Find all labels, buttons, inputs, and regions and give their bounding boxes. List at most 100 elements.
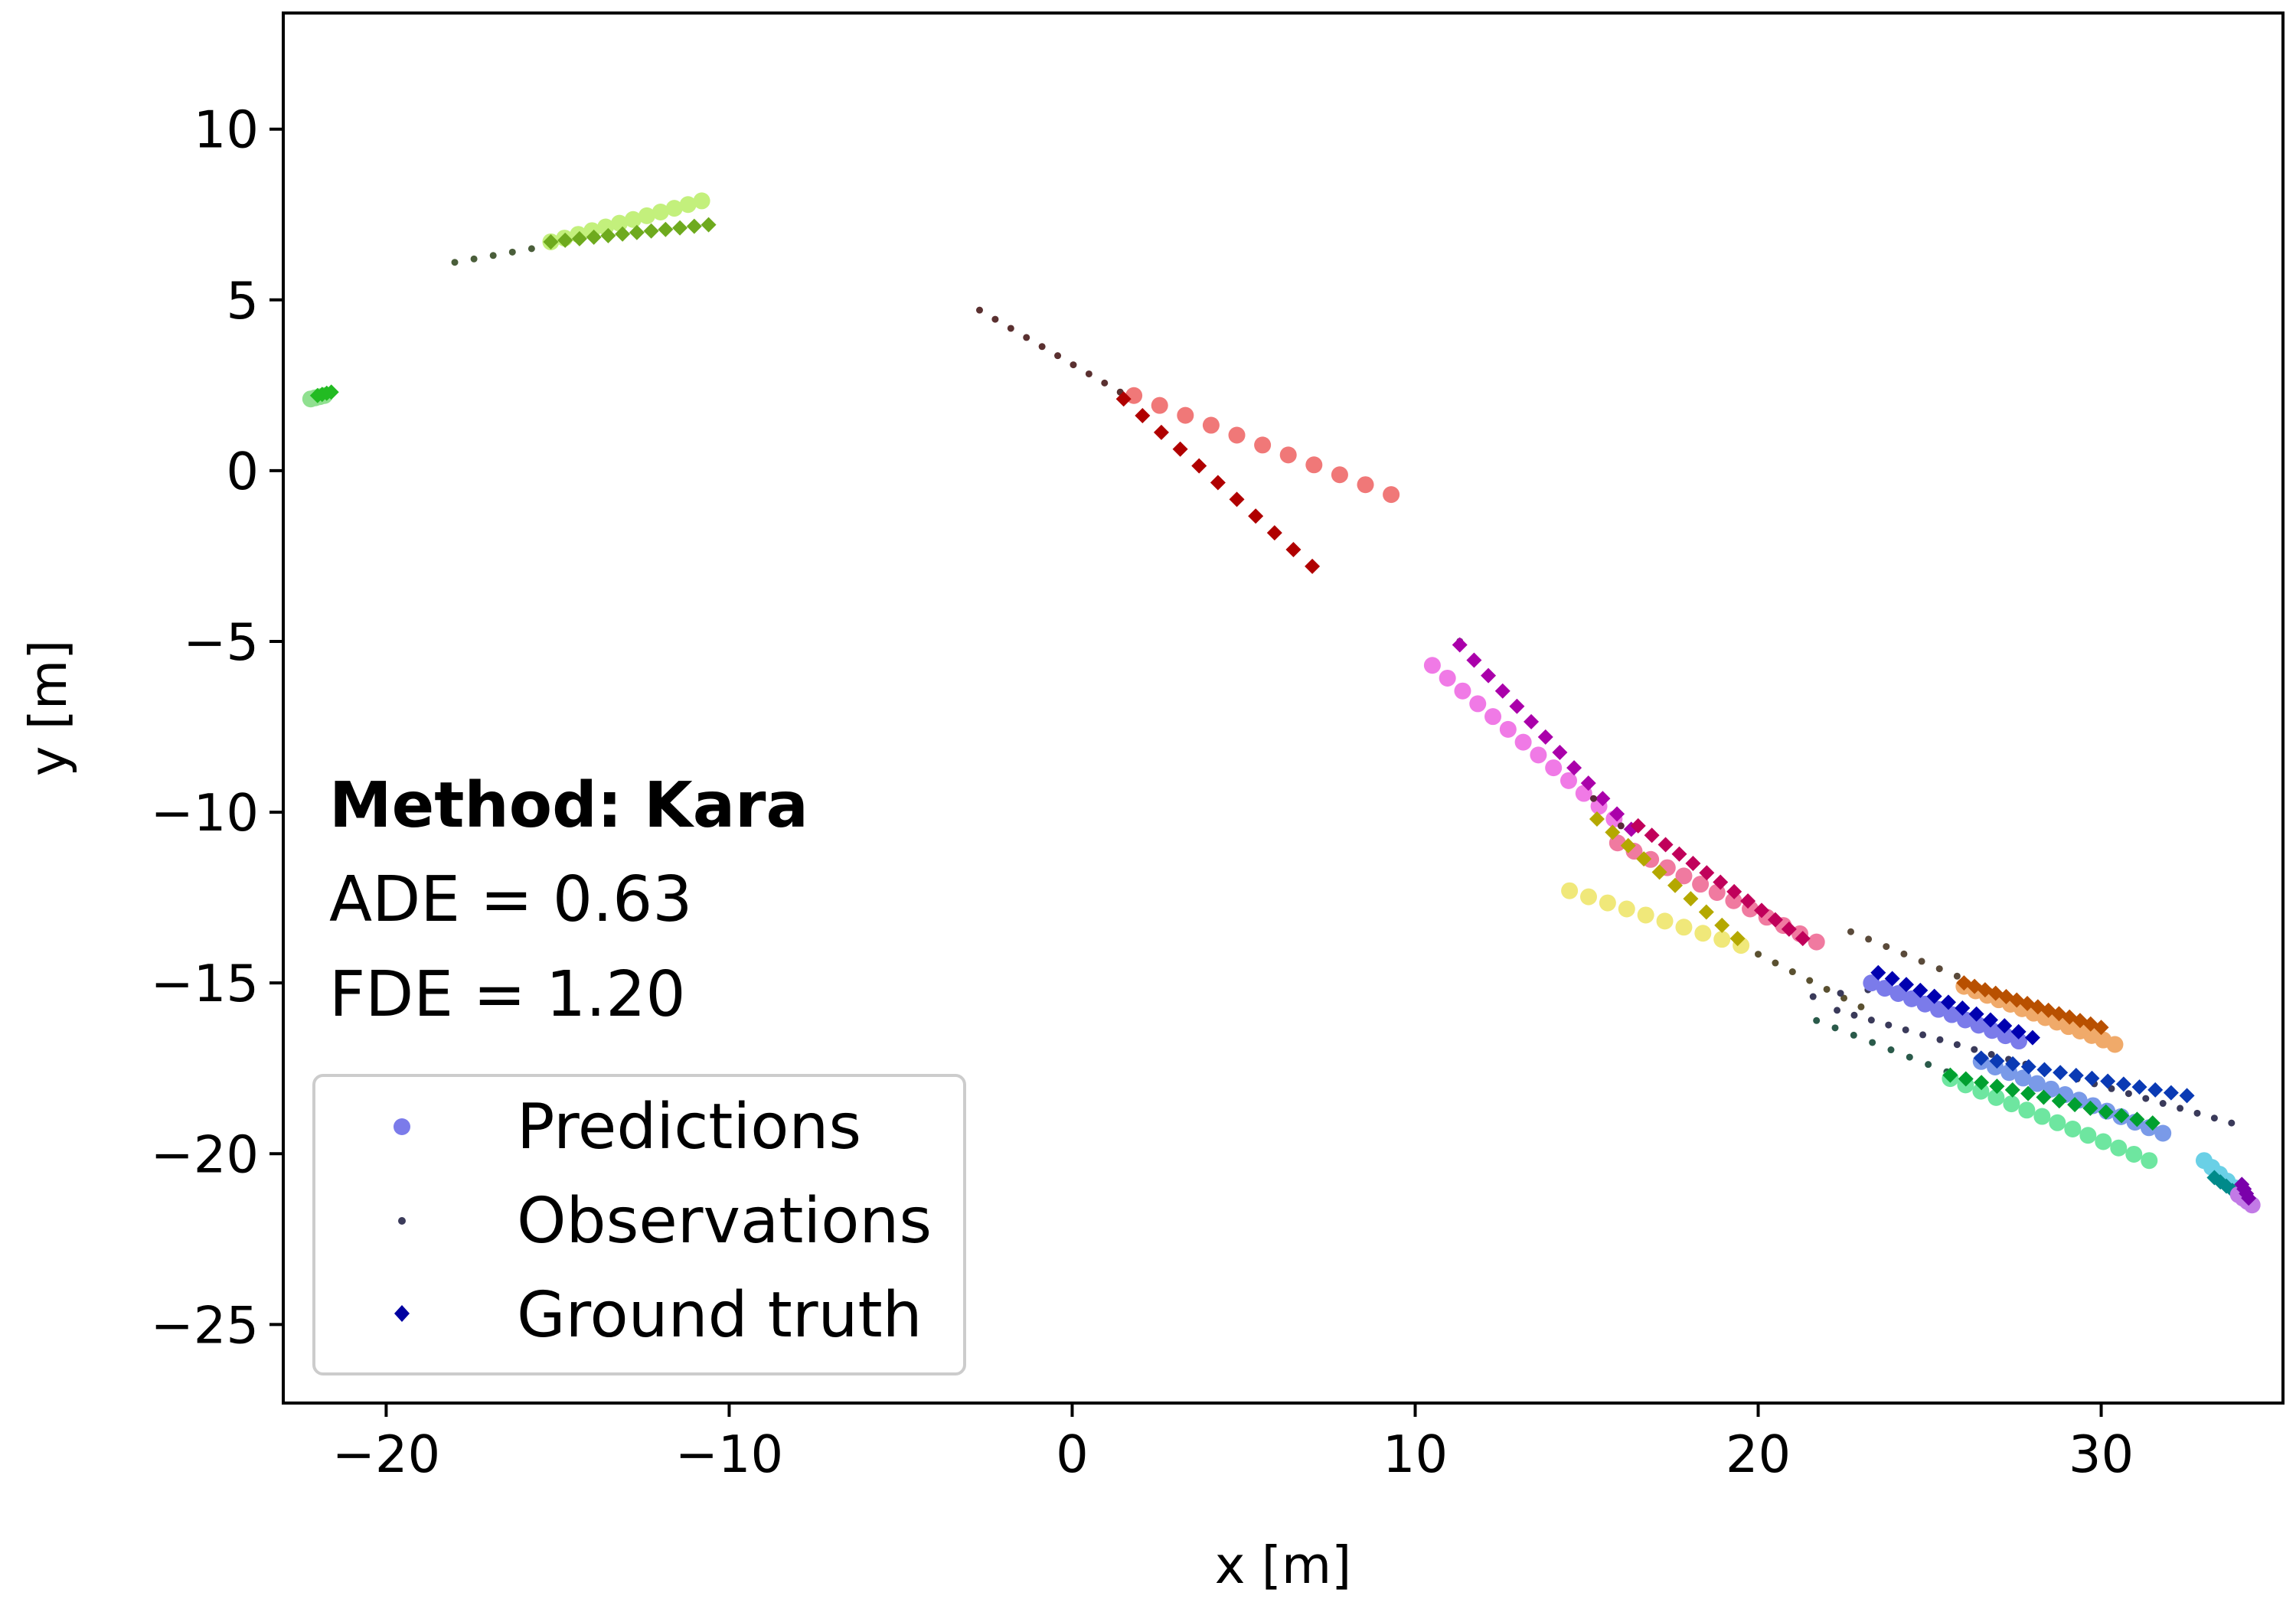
prediction-point — [611, 214, 629, 232]
observation-point — [1850, 1011, 1858, 1019]
ground-truth-point — [1974, 1075, 1990, 1091]
ground-truth-point — [1229, 491, 1245, 507]
ground-truth-point — [2067, 1097, 2083, 1113]
ground-truth-point — [1636, 851, 1652, 867]
prediction-point — [1863, 974, 1880, 992]
observation-point — [1887, 1046, 1895, 1054]
observation-point — [1900, 950, 1908, 958]
ground-truth-point — [2131, 1079, 2147, 1095]
y-tick-label: −15 — [151, 954, 259, 1013]
ground-truth-point — [2010, 1023, 2027, 1039]
y-axis-label: y [m] — [18, 640, 78, 777]
ground-truth-point — [2004, 1082, 2020, 1098]
ground-truth-point — [1595, 791, 1611, 807]
prediction-point — [1279, 446, 1297, 464]
ground-truth-point — [2084, 1070, 2100, 1086]
ground-truth-point — [1753, 902, 1769, 919]
observation-point — [1755, 951, 1762, 958]
observation-point — [1847, 928, 1854, 935]
ground-truth-point — [1210, 475, 1226, 491]
observation-point — [1834, 1007, 1841, 1014]
prediction-point — [1254, 436, 1272, 454]
ground-truth-point — [1466, 652, 1482, 668]
x-tick-label: −10 — [675, 1424, 783, 1484]
ground-truth-point — [1667, 877, 1683, 893]
ground-truth-point — [1940, 994, 1956, 1010]
ground-truth-point — [1552, 745, 1568, 761]
ground-truth-point — [1767, 912, 1783, 928]
observation-point — [1850, 1031, 1857, 1039]
ground-truth-point — [2053, 1065, 2069, 1081]
observation-point — [991, 315, 999, 323]
legend: Predictions Observations Ground truth — [312, 1074, 966, 1375]
plot-marks — [302, 192, 2261, 1214]
ground-truth-point — [1537, 729, 1553, 745]
ground-truth-point — [1713, 874, 1729, 890]
trajectory-agent-crimson — [1589, 795, 1825, 951]
observation-point — [2125, 1090, 2132, 1098]
observation-point — [1953, 972, 1961, 980]
ground-truth-point — [2093, 1020, 2109, 1036]
prediction-point — [1514, 733, 1532, 751]
ground-truth-point — [1898, 977, 1914, 993]
ground-truth-point — [1524, 713, 1540, 729]
x-tick-label: 20 — [1726, 1424, 1791, 1484]
ground-truth-point — [2100, 1073, 2116, 1089]
prediction-point — [1484, 708, 1502, 726]
observation-point — [1085, 370, 1092, 377]
observation-point — [1823, 985, 1831, 993]
ground-truth-point — [2082, 1100, 2098, 1116]
y-tick-label: −5 — [183, 612, 259, 672]
ground-truth-point — [586, 229, 602, 245]
plot-frame — [282, 11, 2285, 1405]
ground-truth-point — [1172, 441, 1188, 457]
prediction-point — [1545, 759, 1563, 777]
prediction-point — [1530, 746, 1547, 764]
ground-truth-point — [2179, 1088, 2195, 1104]
legend-ground-truth-label: Ground truth — [517, 1279, 923, 1352]
prediction-point — [1956, 1011, 1974, 1029]
ground-truth-point — [2098, 1104, 2114, 1120]
ground-truth-point — [2114, 1108, 2130, 1124]
observation-point — [1925, 1061, 1932, 1069]
observation-point — [1806, 977, 1814, 984]
ground-truth-point — [672, 220, 688, 236]
ground-truth-point — [1781, 921, 1797, 937]
ground-truth-point — [1481, 667, 1497, 684]
ground-truth-point — [1699, 865, 1715, 881]
prediction-point — [1357, 476, 1374, 494]
observation-point — [975, 306, 983, 314]
ground-truth-point — [2036, 1062, 2053, 1078]
y-axis-ticks: 10 5 0 −5 −10 −15 −20 −25 — [151, 100, 283, 1355]
prediction-point — [1713, 931, 1731, 948]
ground-truth-point — [571, 230, 587, 246]
prediction-point — [1423, 657, 1441, 674]
prediction-point — [1808, 933, 1825, 951]
ground-truth-point — [1729, 931, 1746, 947]
observation-point — [470, 255, 478, 263]
prediction-point — [652, 204, 669, 221]
observation-point — [1971, 1046, 1978, 1053]
observation-point — [1987, 1050, 1995, 1058]
prediction-point — [1202, 416, 1220, 434]
ground-truth-point — [1509, 698, 1525, 714]
prediction-point — [2018, 1101, 2036, 1119]
prediction-point — [1560, 772, 1577, 789]
ground-truth-point — [2051, 1093, 2067, 1109]
observation-point — [2193, 1109, 2201, 1117]
observation-point — [1919, 1031, 1927, 1039]
prediction-point — [1725, 892, 1742, 909]
trajectory-agent-green-far-left — [302, 384, 339, 408]
observation-point — [1023, 334, 1030, 341]
prediction-point — [2003, 1095, 2020, 1113]
ground-truth-point — [658, 221, 674, 237]
ground-truth-point — [1494, 683, 1511, 699]
observation-point — [1809, 993, 1817, 1000]
ground-truth-point — [1726, 883, 1742, 899]
ground-truth-point — [1452, 637, 1468, 653]
prediction-point — [1228, 426, 1246, 444]
legend-observations-marker — [398, 1217, 406, 1225]
y-tick-label: 10 — [194, 100, 259, 160]
prediction-point — [2106, 1036, 2124, 1053]
prediction-point — [2141, 1152, 2158, 1170]
